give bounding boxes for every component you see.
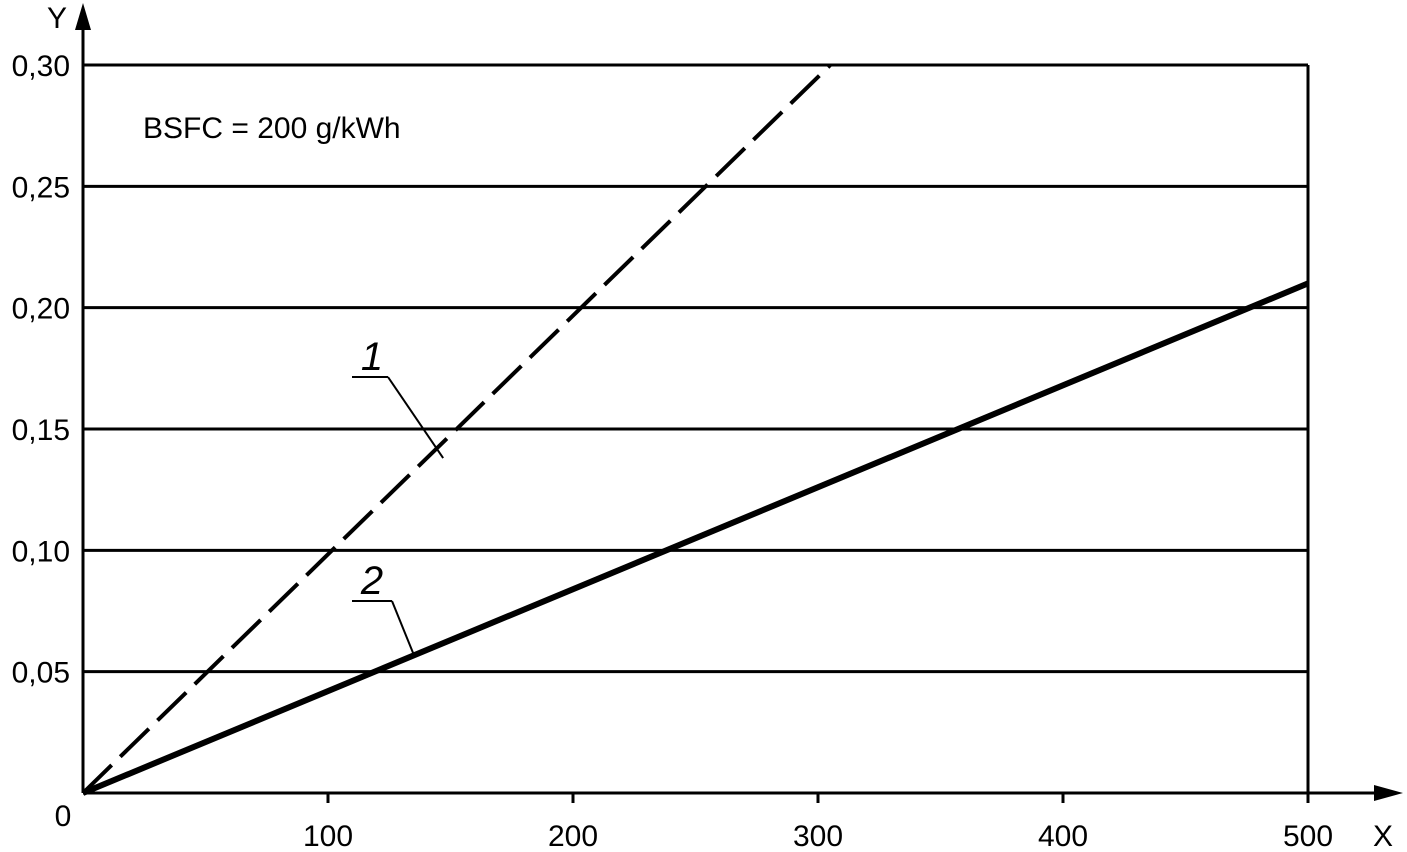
y-tick-label: 0,15: [12, 414, 70, 447]
x-tick-label: 100: [303, 820, 353, 852]
bsfc-annotation: BSFC = 200 g/kWh: [143, 112, 401, 145]
x-axis-label: X: [1373, 820, 1393, 852]
series-label-1: 1: [361, 335, 383, 379]
origin-label: 0: [55, 800, 72, 833]
labels: 0,05 0,10 0,15 0,20 0,25 0,30 100 200 300 400 500 0…: [12, 2, 1393, 852]
series-leader-line: [387, 376, 444, 459]
plot-frame: [75, 3, 1403, 803]
gridlines: [83, 63, 1308, 674]
y-tick-label: 0,20: [12, 293, 70, 326]
x-tick-label: 300: [793, 820, 843, 852]
y-tick-label: 0,30: [12, 50, 70, 83]
series-line-2: [81, 280, 1310, 796]
y-axis-arrow: [75, 3, 91, 30]
x-tick-label: 400: [1038, 820, 1088, 852]
series-line-1: [81, 63, 832, 795]
y-axis-label: Y: [47, 2, 67, 35]
series-leader-line: [391, 600, 415, 656]
y-tick-label: 0,05: [12, 657, 70, 690]
x-tick-label: 200: [548, 820, 598, 852]
y-tick-label: 0,10: [12, 535, 70, 568]
series-lines: [81, 63, 1310, 796]
series-label-2: 2: [360, 559, 383, 603]
x-axis-arrow: [1374, 785, 1403, 801]
x-tick-label: 500: [1283, 820, 1333, 852]
y-tick-label: 0,25: [12, 171, 70, 204]
